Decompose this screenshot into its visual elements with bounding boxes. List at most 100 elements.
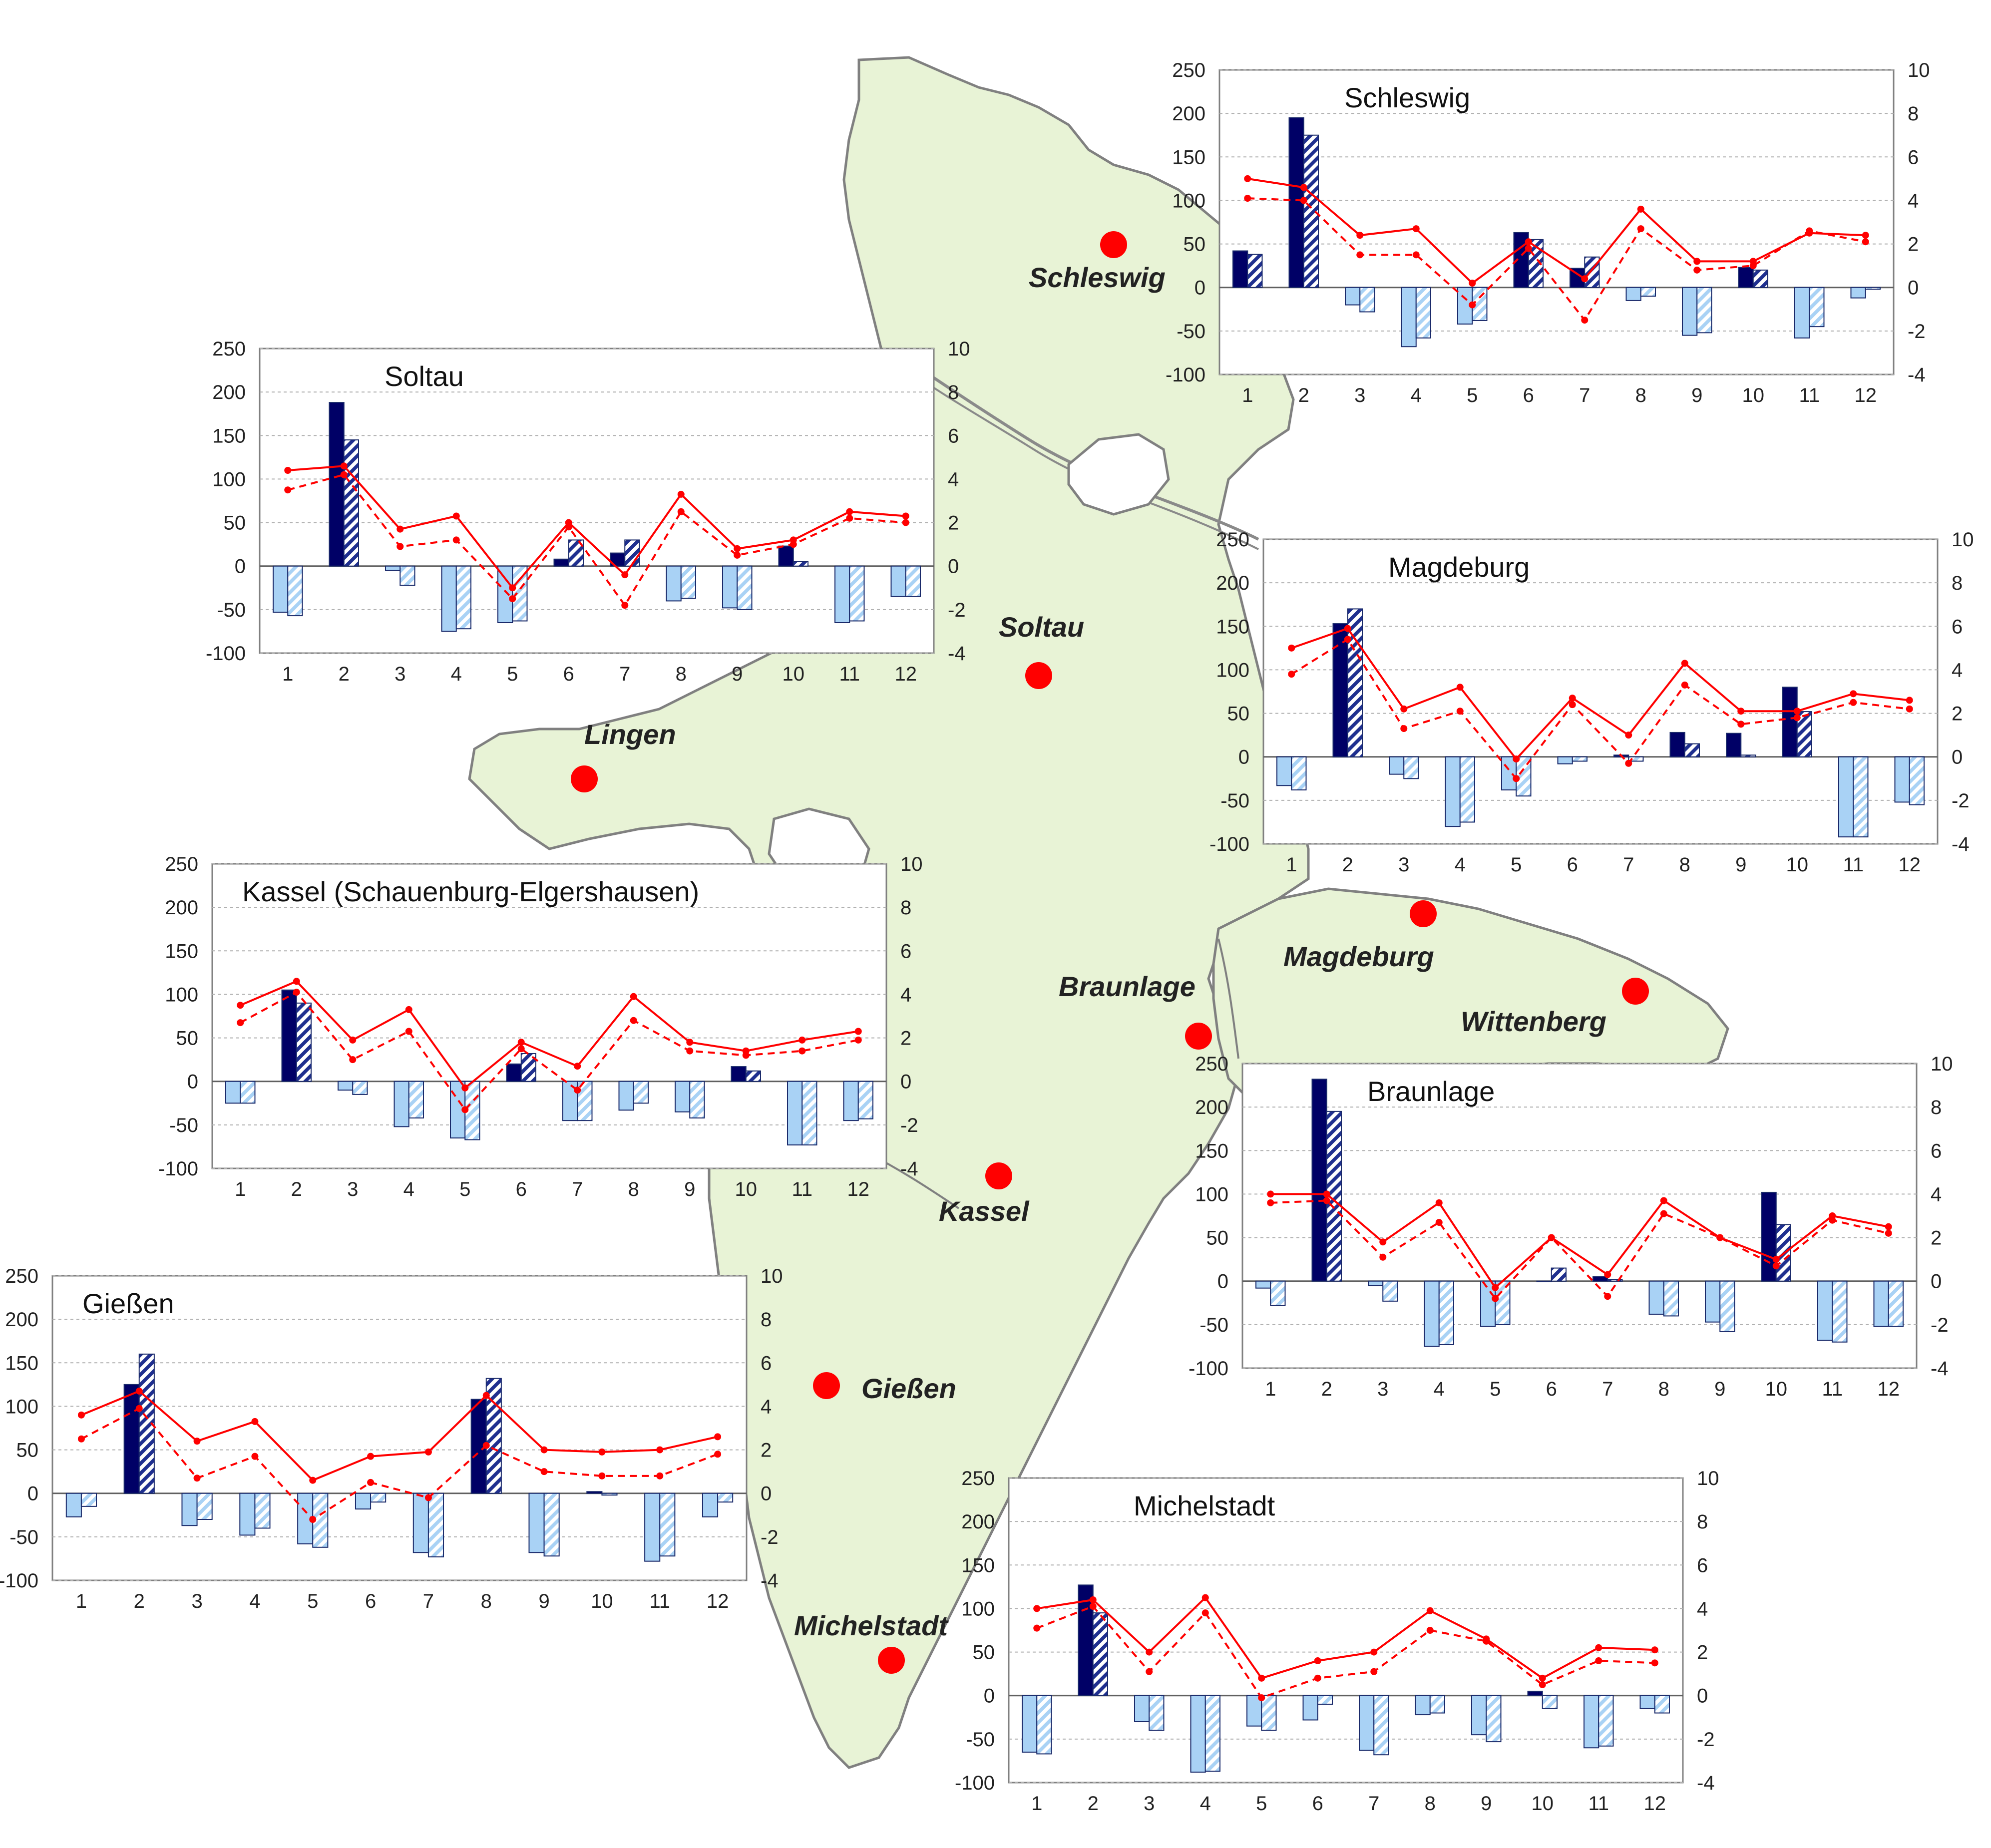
bar-hatch-m9: [1486, 1695, 1502, 1743]
bar-solid-m4: [1190, 1695, 1206, 1773]
line-series-dashed: [1270, 1199, 1889, 1300]
y-tick-label: 50: [1227, 703, 1250, 725]
bar-hatch-m7: [1607, 1279, 1623, 1282]
y2-tick-label: -2: [1697, 1729, 1715, 1751]
line-point-solid-m2: [1089, 1596, 1097, 1603]
x-tick-label: 8: [481, 1590, 492, 1612]
y-tick-label: 50: [176, 1028, 199, 1050]
x-tick-label: 4: [403, 1178, 414, 1200]
line-point-solid-m7: [424, 1448, 432, 1456]
line-series-solid: [288, 465, 906, 590]
x-tick-label: 12: [847, 1178, 870, 1200]
y2-tick-label: 4: [1908, 190, 1919, 212]
y2-tick-label: 4: [761, 1396, 772, 1418]
x-tick-label: 3: [1377, 1378, 1388, 1400]
y-tick-label: -100: [1166, 364, 1205, 386]
y-tick-label: 250: [961, 1468, 995, 1489]
y2-tick-label: 8: [761, 1309, 772, 1331]
line-point-dashed-m12: [714, 1451, 722, 1458]
x-tick-label: 1: [235, 1178, 246, 1200]
x-tick-label: 10: [783, 663, 805, 685]
line-point-solid-m2: [1323, 1190, 1330, 1198]
line-point-solid-m8: [677, 490, 685, 498]
line-point-dashed-m11: [1806, 227, 1813, 235]
bar-hatch-m3: [1149, 1695, 1165, 1731]
y-tick-label: -50: [1199, 1314, 1228, 1336]
bar-solid-m6: [553, 558, 569, 567]
city-label-magdeburg: Magdeburg: [1283, 941, 1434, 972]
y2-tick-label: -4: [761, 1570, 779, 1592]
y-tick-label: 50: [973, 1642, 995, 1664]
chart-title: Magdeburg: [1388, 551, 1530, 583]
chart-title: Kassel (Schauenburg-Elgershausen): [242, 876, 699, 907]
line-point-dashed-m4: [452, 536, 460, 544]
y-tick-label: -50: [169, 1114, 198, 1136]
bar-hatch-m11: [1832, 1280, 1848, 1343]
x-tick-label: 6: [365, 1590, 376, 1612]
city-markers: Schleswig Soltau Lingen Magdeburg Braunlage W…: [571, 231, 1649, 1674]
city-marker-soltau: [1025, 662, 1052, 689]
line-point-solid-m3: [1400, 705, 1408, 713]
line-point-dashed-m10: [1539, 1681, 1546, 1688]
line-point-dashed-m3: [397, 543, 404, 550]
y2-tick-label: -4: [1952, 833, 1970, 855]
x-tick-label: 3: [191, 1590, 202, 1612]
x-tick-label: 9: [684, 1178, 695, 1200]
bar-solid-m6: [1302, 1695, 1318, 1721]
line-point-solid-m5: [461, 1084, 469, 1092]
line-point-solid-m3: [397, 525, 404, 533]
line-point-solid-m10: [598, 1448, 606, 1456]
line-point-dashed-m2: [340, 471, 348, 478]
bar-hatch-m4: [254, 1492, 271, 1529]
y-tick-label: -50: [966, 1729, 995, 1751]
bar-hatch-m8: [1429, 1695, 1445, 1714]
line-point-dashed-m4: [251, 1453, 259, 1460]
y2-tick-label: 6: [1952, 616, 1963, 638]
line-point-dashed-m10: [598, 1472, 606, 1479]
x-tick-label: 5: [459, 1178, 470, 1200]
plot-area: [51, 1275, 748, 1581]
bar-solid-m3: [181, 1492, 198, 1526]
line-point-solid-m1: [237, 1002, 244, 1009]
y-tick-label: 150: [1172, 146, 1205, 168]
line-point-solid-m7: [1604, 1271, 1611, 1278]
bar-hatch-m1: [240, 1081, 256, 1104]
line-point-solid-m2: [340, 462, 348, 470]
line-point-solid-m6: [1569, 695, 1576, 702]
line-point-dashed-m9: [1716, 1234, 1724, 1241]
line-point-solid-m8: [1637, 205, 1644, 213]
line-point-dashed-m5: [1492, 1295, 1499, 1302]
x-tick-label: 11: [1843, 854, 1864, 876]
line-point-solid-m4: [1435, 1199, 1443, 1206]
x-tick-label: 9: [732, 663, 743, 685]
line-point-solid-m12: [854, 1028, 862, 1035]
line-point-dashed-m8: [1660, 1210, 1667, 1217]
x-tick-label: 3: [1144, 1793, 1155, 1815]
x-tick-label: 8: [1635, 384, 1646, 406]
bar-solid-m3: [385, 565, 401, 571]
line-point-dashed-m9: [734, 551, 741, 559]
y-tick-label: 200: [1216, 572, 1249, 594]
x-tick-label: 1: [76, 1590, 87, 1612]
y-tick-label: 0: [235, 556, 246, 578]
bar-hatch-m6: [1572, 756, 1588, 762]
line-point-dashed-m2: [1323, 1197, 1330, 1204]
line-point-dashed-m1: [1267, 1199, 1274, 1206]
y2-tick-label: 0: [1952, 746, 1963, 768]
bar-solid-m4: [1401, 287, 1417, 348]
y2-tick-label: 0: [1697, 1685, 1708, 1707]
bar-solid-m6: [1557, 756, 1573, 764]
x-tick-label: 10: [1786, 854, 1809, 876]
city-marker-braunlage: [1185, 1023, 1212, 1050]
y2-tick-label: -2: [948, 599, 966, 621]
x-tick-label: 8: [1679, 854, 1690, 876]
bar-solid-m11: [787, 1081, 803, 1145]
y2-tick-label: 8: [1697, 1511, 1708, 1533]
y2-tick-label: 0: [761, 1483, 772, 1505]
line-point-solid-m4: [1412, 225, 1420, 233]
line-point-solid-m4: [1456, 684, 1464, 691]
x-tick-label: 4: [451, 663, 462, 685]
bar-solid-m5: [450, 1081, 466, 1139]
line-point-solid-m1: [284, 467, 292, 474]
city-label-lingen: Lingen: [584, 719, 676, 750]
